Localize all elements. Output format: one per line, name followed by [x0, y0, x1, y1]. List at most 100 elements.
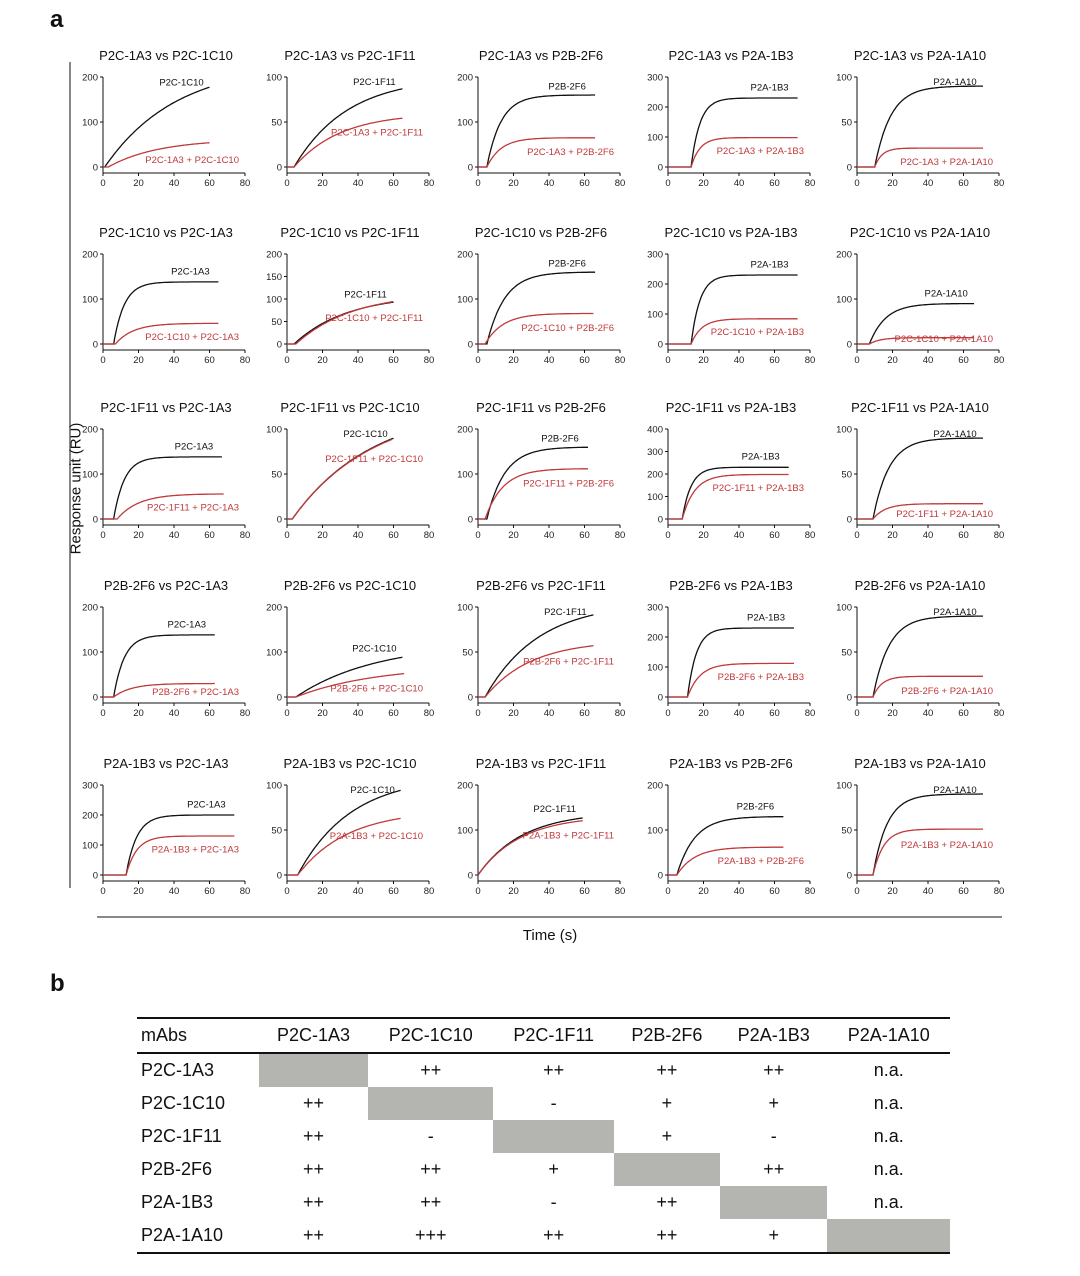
x-tick-label: 80 — [424, 355, 435, 366]
single-mab-curve — [103, 634, 215, 698]
single-curve-label: P2A-1B3 — [751, 82, 789, 93]
sensorgram-panel: P2B-2F6 vs P2A-1B3 0 100 200 300 0 20 40 60 80 P2A… — [647, 578, 815, 719]
x-tick-label: 60 — [204, 530, 215, 541]
y-tick-label: 100 — [82, 648, 98, 659]
y-tick-label: 100 — [647, 826, 663, 837]
y-tick-label: 50 — [271, 470, 282, 481]
competition-cell: ++ — [656, 1225, 678, 1245]
combined-mab-curve — [103, 322, 219, 345]
x-tick-label: 40 — [923, 886, 934, 897]
y-tick-label: 100 — [647, 310, 663, 321]
competition-cell: ++ — [420, 1060, 442, 1080]
table-header-row: mAbs P2C-1A3 P2C-1C10 P2C-1F11 P2B-2F6 P… — [137, 1018, 950, 1053]
combined-curve-label: P2C-1C10 + P2B-2F6 — [521, 323, 614, 334]
y-tick-label: 100 — [266, 425, 282, 436]
x-tick-label: 60 — [769, 530, 780, 541]
x-tick-label: 80 — [805, 708, 816, 719]
y-tick-label: 100 — [457, 603, 473, 614]
y-tick-label: 200 — [82, 603, 98, 614]
sensorgram-panel: P2C-1C10 vs P2C-1F11 0 50 100 150 200 0 20 40 60 8… — [266, 225, 434, 366]
y-tick-label: 100 — [647, 663, 663, 674]
x-tick-label: 80 — [994, 530, 1005, 541]
x-tick-label: 80 — [615, 355, 626, 366]
x-tick-label: 40 — [923, 530, 934, 541]
combined-mab-curve — [857, 147, 983, 168]
y-tick-label: 50 — [841, 118, 852, 129]
x-tick-label: 80 — [805, 178, 816, 189]
combined-mab-curve — [477, 820, 583, 876]
x-tick-label: 20 — [508, 530, 519, 541]
combined-mab-curve — [668, 846, 784, 876]
x-tick-label: 0 — [665, 178, 670, 189]
y-tick-label: 0 — [658, 693, 663, 704]
x-tick-label: 0 — [475, 708, 480, 719]
combined-curve-label: P2C-1A3 + P2A-1B3 — [717, 146, 804, 157]
y-tick-label: 0 — [277, 693, 282, 704]
x-tick-label: 20 — [317, 530, 328, 541]
panel-title: P2B-2F6 vs P2C-1C10 — [284, 578, 416, 593]
panel-a-label: a — [50, 6, 64, 33]
x-axis-label: Time (s) — [522, 927, 578, 944]
x-tick-label: 40 — [353, 886, 364, 897]
panel-title: P2C-1C10 vs P2C-1A3 — [99, 225, 233, 240]
x-tick-label: 80 — [805, 355, 816, 366]
x-tick-label: 40 — [923, 355, 934, 366]
x-tick-label: 20 — [698, 530, 709, 541]
sensorgram-panel: P2A-1B3 vs P2C-1F11 0 100 200 0 20 40 60 80 P2C-1… — [457, 756, 625, 897]
y-tick-label: 0 — [468, 515, 473, 526]
y-tick-label: 100 — [836, 73, 852, 84]
panel-title: P2C-1F11 vs P2C-1A3 — [100, 400, 231, 415]
y-tick-label: 0 — [93, 871, 98, 882]
row-label: P2A-1B3 — [141, 1192, 214, 1212]
x-tick-label: 0 — [284, 178, 289, 189]
y-tick-label: 50 — [841, 648, 852, 659]
combined-mab-curve — [668, 473, 789, 520]
single-curve-label: P2C-1F11 — [344, 289, 387, 300]
panel-title: P2A-1B3 vs P2C-1C10 — [284, 756, 417, 771]
x-tick-label: 80 — [240, 886, 251, 897]
y-tick-label: 200 — [457, 73, 473, 84]
x-tick-label: 20 — [317, 708, 328, 719]
competition-cell: ++ — [543, 1225, 565, 1245]
x-tick-label: 40 — [544, 886, 555, 897]
table-row: P2C-1F11 ++ - + - n.a. — [137, 1120, 950, 1153]
competition-cell: ++ — [302, 1159, 325, 1179]
y-tick-label: 100 — [457, 826, 473, 837]
single-mab-curve — [103, 281, 219, 345]
panel-b-label: b — [50, 970, 65, 997]
y-tick-label: 0 — [658, 871, 663, 882]
single-curve-label: P2A-1A10 — [933, 77, 976, 88]
competition-cell: ++ — [543, 1060, 565, 1080]
y-tick-label: 100 — [457, 295, 473, 306]
y-tick-label: 200 — [647, 280, 663, 291]
y-tick-label: 0 — [277, 163, 282, 174]
combined-curve-label: P2B-2F6 + P2C-1A3 — [152, 687, 239, 698]
competition-cell: + — [548, 1159, 559, 1179]
combined-mab-curve — [478, 645, 594, 698]
y-tick-label: 0 — [93, 515, 98, 526]
x-tick-label: 80 — [424, 708, 435, 719]
x-tick-label: 80 — [615, 178, 626, 189]
y-tick-label: 0 — [847, 871, 852, 882]
x-tick-label: 60 — [769, 886, 780, 897]
combined-curve-label: P2A-1B3 + P2A-1A10 — [901, 840, 993, 851]
panel-title: P2A-1B3 vs P2C-1A3 — [103, 756, 228, 771]
x-tick-label: 60 — [769, 708, 780, 719]
row-label: P2B-2F6 — [141, 1159, 213, 1179]
x-tick-label: 20 — [133, 708, 144, 719]
y-tick-label: 0 — [847, 515, 852, 526]
competition-cell: n.a. — [873, 1126, 904, 1146]
x-tick-label: 20 — [887, 530, 898, 541]
competition-cell: ++ — [656, 1060, 678, 1080]
competition-cell: ++ — [302, 1225, 325, 1245]
header-cell: mAbs — [141, 1025, 188, 1045]
single-mab-curve — [477, 817, 583, 876]
combined-mab-curve — [103, 142, 210, 168]
panel-title: P2B-2F6 vs P2A-1A10 — [855, 578, 986, 593]
x-tick-label: 40 — [734, 530, 745, 541]
sensorgram-panel: P2C-1F11 vs P2A-1A10 0 50 100 0 20 40 60 80 P2A-1… — [836, 400, 1004, 541]
competition-cell: ++ — [302, 1093, 325, 1113]
x-tick-label: 20 — [698, 178, 709, 189]
x-tick-label: 40 — [734, 708, 745, 719]
y-tick-label: 300 — [647, 73, 663, 84]
